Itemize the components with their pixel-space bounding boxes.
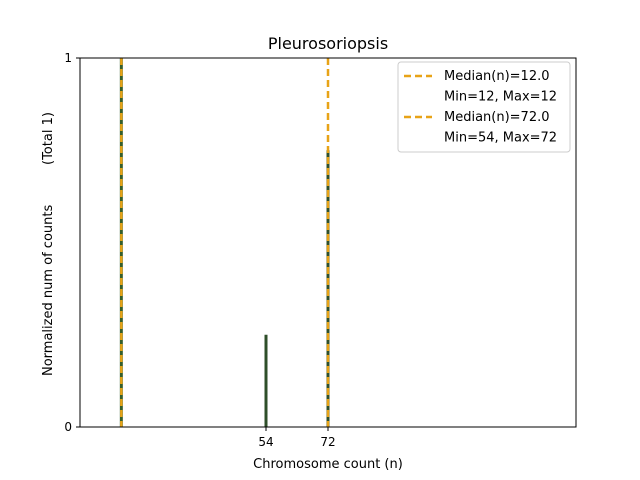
legend-entry-1: Min=12, Max=12 [444,90,557,105]
y-axis-total-label: (Total 1) [41,112,56,165]
legend-entry-3: Min=54, Max=72 [444,131,557,146]
y-tick-label-0: 0 [64,420,72,434]
y-tick-label-1: 1 [64,51,72,65]
bar-distribution-b-1 [326,150,330,427]
x-tick-label-0: 54 [258,435,273,449]
bar-distribution-b-0 [264,334,268,427]
bar-distribution-a-0 [119,58,123,427]
x-tick-label-1: 72 [320,435,335,449]
chart-title: Pleurosoriopsis [268,34,388,53]
x-axis-label: Chromosome count (n) [253,457,403,472]
legend-entry-0: Median(n)=12.0 [444,69,550,84]
x-axis: 54 72 [258,427,336,449]
y-axis: 01 [64,51,80,434]
y-axis-label: Normalized num of counts [41,205,56,376]
legend-box [397,61,571,153]
legend: Median(n)=12.0 Min=12, Max=12 Median(n)=72… [397,61,571,153]
legend-entry-2: Median(n)=72.0 [444,110,550,125]
